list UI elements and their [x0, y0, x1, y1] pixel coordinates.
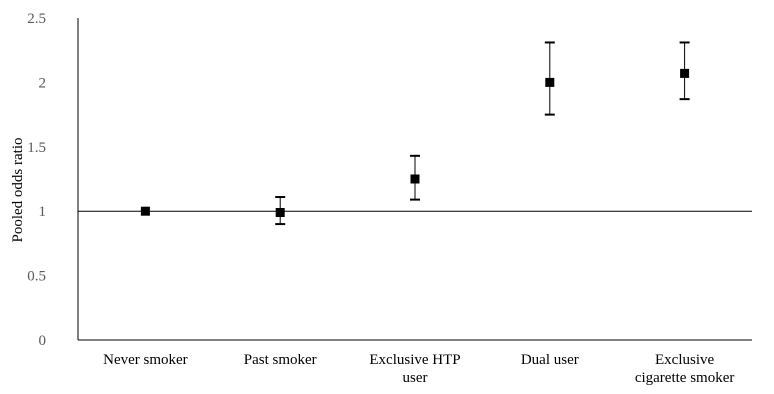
x-category-label-line: Exclusive HTP	[369, 352, 460, 368]
y-axis-title: Pooled odds ratio	[10, 138, 26, 243]
y-tick-label: 1.5	[27, 140, 46, 156]
x-category-label-line: Exclusive	[655, 352, 714, 368]
x-category-label: Exclusive HTP user	[369, 352, 460, 386]
x-category-label-line: user	[403, 370, 428, 386]
x-category-label: Exclusive cigarette smoker	[635, 352, 735, 386]
data-point	[275, 207, 285, 217]
x-category-label-line: Never smoker	[103, 352, 188, 368]
data-point	[140, 206, 150, 216]
x-category-label-line: Dual user	[521, 352, 579, 368]
y-tick-label: 1	[39, 204, 47, 220]
x-category-label: Never smoker	[103, 352, 188, 368]
data-point	[680, 68, 690, 78]
x-category-label: Dual user	[521, 352, 579, 368]
y-tick-label: 0	[39, 333, 47, 349]
y-tick-label: 2.5	[27, 11, 46, 27]
x-category-label: Past smoker	[244, 352, 317, 368]
data-marks	[140, 41, 690, 226]
data-point	[545, 77, 555, 87]
y-tick-label: 0.5	[27, 269, 46, 285]
x-category-label-line: cigarette smoker	[635, 370, 735, 386]
data-point	[410, 174, 420, 184]
x-category-label-line: Past smoker	[244, 352, 317, 368]
x-axis-categories: Never smoker Past smoker Exclusive HTP user…	[103, 352, 734, 386]
y-axis-ticks: 0 0.5 1 1.5 2 2.5	[27, 11, 46, 349]
y-tick-label: 2	[39, 75, 47, 91]
